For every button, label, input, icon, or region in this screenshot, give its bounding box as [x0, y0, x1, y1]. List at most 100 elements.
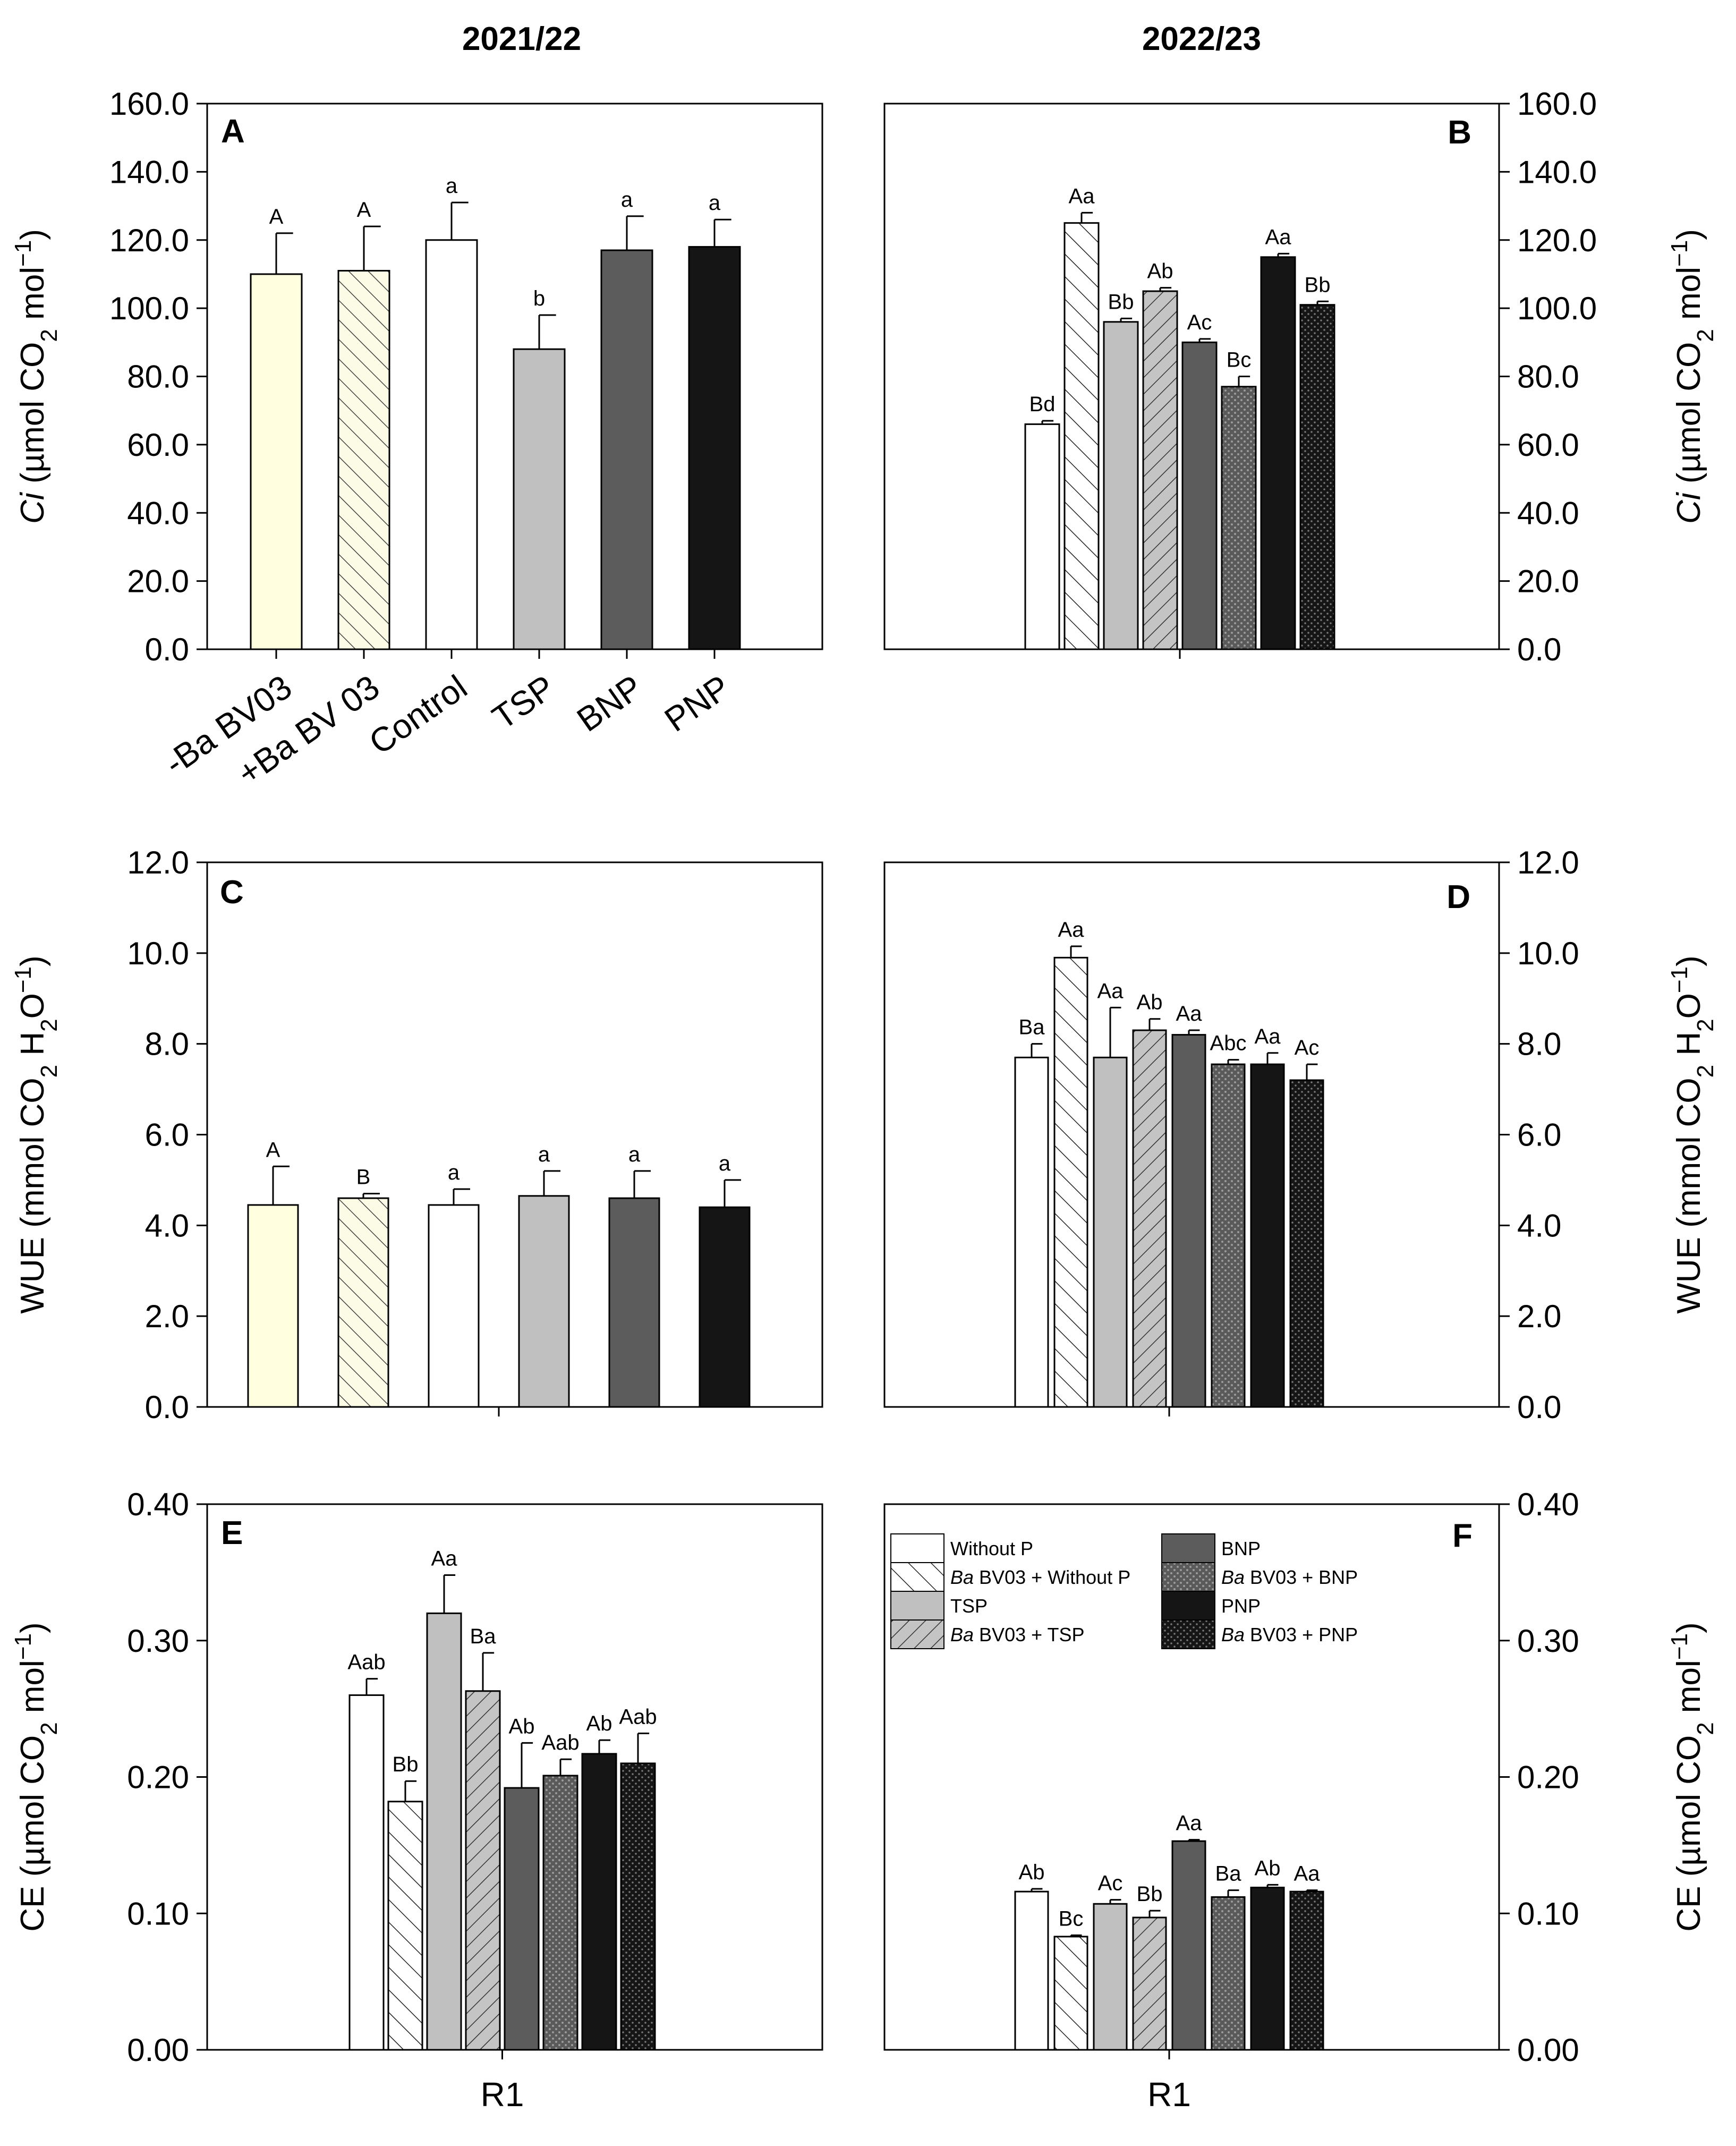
significance-label: Aab	[619, 1705, 657, 1728]
y-tick-label: 0.0	[145, 1389, 189, 1425]
legend-swatch	[890, 1591, 944, 1621]
bar	[1299, 304, 1335, 650]
bar	[1093, 1903, 1128, 2051]
y-tick-label: 10.0	[127, 936, 189, 971]
significance-label: Aa	[1265, 225, 1292, 249]
legend-label: Ba BV03 + PNP	[1221, 1624, 1358, 1645]
y-tick-label: 4.0	[145, 1208, 189, 1243]
y-tick-label: 0.0	[145, 632, 189, 667]
legend-label: TSP	[950, 1595, 988, 1617]
legend-swatch	[1161, 1533, 1215, 1563]
bar	[608, 1197, 660, 1408]
legend-label: BNP	[1221, 1538, 1261, 1559]
significance-label: Aa	[1255, 1025, 1281, 1048]
y-axis-label: CE (µmol CO2 mol−1)	[1666, 1622, 1718, 1931]
bar	[688, 246, 741, 650]
y-tick-label: 0.00	[127, 2032, 189, 2068]
bar	[387, 1801, 423, 2051]
legend-label: PNP	[1221, 1595, 1261, 1617]
y-tick-label: 20.0	[1517, 564, 1579, 599]
significance-label: Bb	[393, 1753, 419, 1776]
panel-c: C 0.0 2.0 4.0 6.0 8.0 10.0 12.0 WUE (mmol CO2 H2…	[10, 845, 823, 1425]
y-tick-label: 0.0	[1517, 632, 1561, 667]
bar	[337, 1197, 389, 1408]
y-tick-label: 140.0	[109, 154, 189, 190]
significance-label: a	[719, 1152, 731, 1175]
y-tick-label: 20.0	[127, 564, 189, 599]
legend-swatch	[890, 1562, 944, 1592]
column-title-right: 2022/23	[1142, 21, 1261, 57]
bar	[337, 270, 390, 650]
bar	[600, 249, 653, 650]
significance-label: Ac	[1187, 311, 1212, 334]
y-tick-label: 4.0	[1517, 1208, 1561, 1243]
x-axis-label: R1	[481, 2075, 524, 2114]
y-tick-label: 40.0	[127, 495, 189, 531]
bar	[428, 1204, 480, 1408]
bar	[1211, 1896, 1246, 2051]
y-tick-label: 0.10	[127, 1896, 189, 1931]
bar	[1171, 1034, 1206, 1408]
significance-label: A	[266, 1138, 280, 1161]
y-tick-label: 0.30	[1517, 1623, 1579, 1659]
bar	[620, 1762, 656, 2051]
significance-label: Bb	[1137, 1882, 1163, 1906]
significance-label: Aa	[1176, 1812, 1203, 1835]
y-tick-label: 8.0	[1517, 1027, 1561, 1062]
bar	[426, 1612, 462, 2051]
significance-label: Ac	[1295, 1036, 1320, 1059]
significance-label: b	[533, 287, 545, 310]
y-tick-label: 160.0	[109, 86, 189, 122]
significance-label: Bb	[1108, 290, 1134, 313]
bar	[1132, 1029, 1167, 1408]
bar	[581, 1753, 617, 2051]
bar	[1053, 956, 1088, 1408]
bar	[1014, 1056, 1049, 1408]
significance-label: Aab	[541, 1731, 579, 1754]
bar	[1103, 321, 1139, 650]
significance-label: Bc	[1059, 1907, 1084, 1930]
x-category-label: TSP	[486, 667, 561, 736]
bar	[250, 273, 303, 650]
bar	[1063, 222, 1100, 650]
legend: Without P Ba BV03 + Without P TSP Ba BV03 +…	[890, 1533, 1358, 1649]
significance-label: Ba	[470, 1625, 497, 1648]
x-axis-label: R1	[1147, 2075, 1191, 2114]
bar	[1181, 341, 1218, 650]
y-tick-label: 120.0	[109, 223, 189, 258]
significance-label: Ab	[509, 1715, 535, 1738]
x-category-label: PNP	[658, 667, 737, 739]
significance-label: Aa	[1069, 184, 1095, 208]
panel-letter: D	[1446, 879, 1470, 915]
bar	[1132, 1916, 1167, 2051]
significance-label: Aa	[1294, 1862, 1321, 1886]
significance-label: Aa	[1097, 979, 1124, 1003]
y-tick-label: 160.0	[1517, 86, 1597, 122]
bar	[518, 1195, 570, 1408]
significance-label: Bc	[1227, 349, 1252, 372]
y-tick-label: 0.40	[1517, 1487, 1579, 1522]
bar	[513, 348, 566, 650]
bar	[1053, 1936, 1088, 2051]
legend-label: Ba BV03 + TSP	[950, 1624, 1085, 1645]
y-tick-label: 0.20	[127, 1760, 189, 1795]
y-axis-label: Ci (µmol CO2 mol−1)	[1666, 229, 1718, 524]
bar	[1250, 1063, 1285, 1408]
panel-d: D 0.0 2.0 4.0 6.0 8.0 10.0 12.0 WUE (mmol CO2 H2…	[883, 845, 1718, 1425]
y-tick-label: 0.30	[127, 1623, 189, 1659]
panel-letter: C	[220, 874, 244, 911]
panel-b: B 0.0 20.0 40.0 60.0 80.0 100.0 120.0 140.0 160.0…	[883, 86, 1718, 667]
y-tick-label: 10.0	[1517, 936, 1579, 971]
y-tick-label: 120.0	[1517, 223, 1597, 258]
bar	[465, 1690, 501, 2051]
significance-label: a	[446, 174, 458, 198]
legend-label: Ba BV03 + BNP	[1221, 1566, 1358, 1588]
y-tick-label: 40.0	[1517, 495, 1579, 531]
significance-label: Aab	[347, 1651, 385, 1674]
bar	[425, 239, 478, 650]
significance-label: A	[269, 205, 284, 228]
y-tick-label: 2.0	[1517, 1299, 1561, 1334]
significance-label: a	[621, 188, 633, 211]
y-tick-label: 2.0	[145, 1299, 189, 1334]
panel-letter: F	[1452, 1517, 1473, 1554]
